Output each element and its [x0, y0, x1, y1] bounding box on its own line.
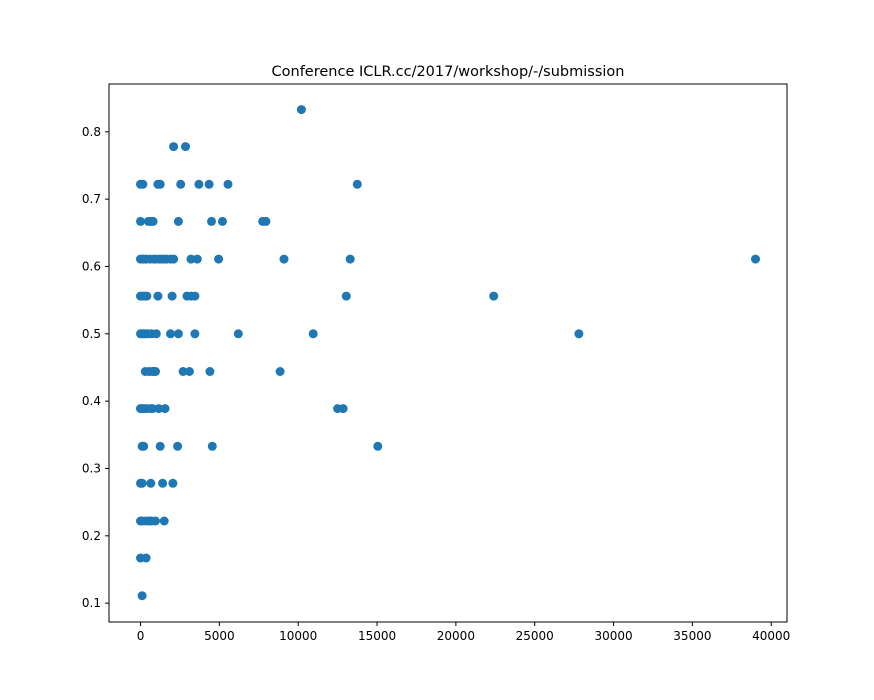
y-axis-ticks: 0.1 0.2 0.3 0.4 0.5 0.6 0.7 0.8 — [82, 125, 109, 610]
x-tick-label: 15000 — [358, 629, 396, 643]
data-point — [373, 441, 383, 451]
data-point — [223, 179, 233, 189]
y-tick-label: 0.2 — [82, 529, 101, 543]
data-point — [205, 367, 215, 376]
data-point — [207, 216, 216, 226]
data-point — [184, 367, 194, 376]
data-point — [173, 329, 183, 339]
data-point — [139, 441, 149, 451]
plot-area-frame — [108, 83, 788, 623]
data-point — [489, 291, 499, 301]
x-tick-label: 20000 — [437, 629, 475, 643]
data-point — [261, 216, 271, 226]
x-tick-label: 35000 — [673, 629, 711, 643]
data-point — [160, 404, 170, 414]
data-point — [158, 478, 168, 488]
data-point — [214, 254, 224, 264]
data-point — [275, 367, 285, 376]
data-point — [136, 216, 145, 226]
data-point — [168, 478, 178, 488]
data-point — [148, 216, 158, 226]
x-tick-label: 10000 — [279, 629, 317, 643]
y-tick-label: 0.4 — [82, 394, 101, 408]
data-point — [308, 329, 318, 339]
data-point — [190, 329, 200, 339]
data-point — [146, 478, 156, 488]
data-point — [204, 179, 214, 189]
x-tick-label: 25000 — [516, 629, 554, 643]
x-tick-label: 40000 — [752, 629, 790, 643]
y-tick-label: 0.3 — [82, 461, 101, 475]
data-point — [169, 142, 179, 152]
y-tick-label: 0.6 — [82, 259, 101, 273]
data-point — [218, 216, 227, 226]
data-point — [147, 404, 157, 414]
data-point — [192, 254, 202, 264]
x-tick-label: 5000 — [204, 629, 235, 643]
data-point — [155, 441, 165, 451]
data-point — [186, 254, 196, 264]
data-point — [279, 254, 289, 264]
data-point — [233, 329, 243, 339]
data-point — [153, 291, 163, 301]
data-point — [190, 291, 200, 301]
y-tick-label: 0.8 — [82, 125, 101, 139]
data-point — [296, 105, 306, 115]
data-point — [341, 291, 351, 301]
data-point — [352, 179, 362, 189]
y-tick-label: 0.1 — [82, 596, 101, 610]
chart-title: Conference ICLR.cc/2017/workshop/-/submi… — [272, 64, 625, 80]
data-point — [137, 478, 147, 488]
data-point — [151, 329, 161, 339]
data-point — [138, 179, 148, 189]
data-point — [751, 254, 760, 264]
x-tick-label: 30000 — [594, 629, 632, 643]
data-point — [151, 367, 160, 376]
data-point — [151, 516, 160, 526]
data-point — [338, 404, 348, 414]
data-point — [181, 142, 190, 152]
y-tick-label: 0.5 — [82, 327, 101, 341]
data-point — [574, 329, 584, 339]
data-point — [173, 441, 183, 451]
data-point — [194, 179, 204, 189]
x-tick-label: 0 — [137, 629, 145, 643]
data-point — [142, 291, 152, 301]
data-point — [173, 216, 183, 226]
data-point — [345, 254, 355, 264]
x-axis-ticks: 0 5000 10000 15000 20000 25000 30000 35000 40000 — [137, 622, 790, 643]
y-tick-label: 0.7 — [82, 192, 101, 206]
data-point — [166, 329, 175, 339]
data-point — [155, 179, 165, 189]
data-point — [178, 367, 188, 376]
data-point — [141, 553, 151, 563]
data-point — [154, 404, 164, 414]
points-layer — [136, 105, 760, 601]
data-point — [167, 291, 177, 301]
data-point — [176, 179, 186, 189]
data-point — [207, 441, 217, 451]
data-point — [159, 516, 169, 526]
data-point — [169, 254, 179, 264]
data-point — [137, 591, 147, 601]
